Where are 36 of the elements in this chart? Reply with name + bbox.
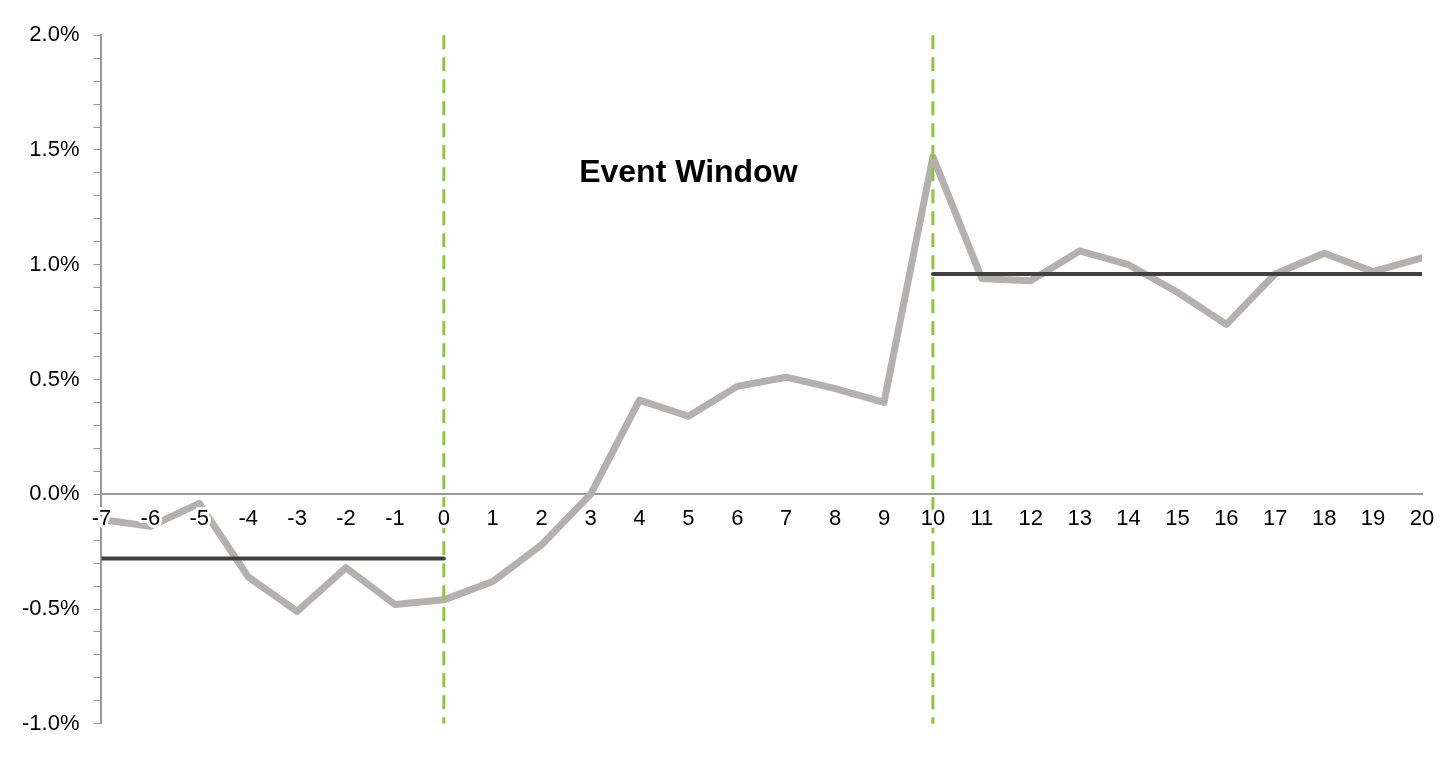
annotation: Event Window	[579, 152, 798, 189]
x-tick-label: 14	[1116, 505, 1141, 531]
x-tick-label: -7	[91, 505, 112, 531]
y-tick-label: 2.0%	[29, 21, 80, 47]
x-tick-label: 11	[970, 505, 994, 531]
x-tick-label: 16	[1214, 505, 1239, 531]
x-tick-label: 19	[1360, 505, 1386, 531]
y-tick-label: 0.0%	[29, 480, 80, 506]
x-tick-label: 6	[731, 505, 744, 531]
y-tick-label: 1.0%	[29, 250, 80, 276]
x-tick-label: 7	[780, 505, 793, 531]
x-tick-label: 15	[1165, 505, 1190, 531]
x-tick-label: 17	[1263, 505, 1288, 531]
x-tick-label: 2	[535, 505, 548, 531]
x-tick-label: 13	[1067, 505, 1092, 531]
x-tick-label: 0	[437, 505, 450, 531]
x-tick-label: 1	[486, 505, 499, 531]
y-tick-label: -1.0%	[21, 709, 80, 735]
x-tick-label: -4	[238, 505, 258, 531]
x-tick-label: 9	[877, 505, 891, 531]
x-tick-label: 10	[920, 505, 946, 531]
x-tick-label: -2	[336, 505, 356, 531]
x-tick-label: -5	[189, 505, 210, 531]
y-tick-label: -0.5%	[21, 595, 80, 621]
x-tick-label: 8	[828, 505, 842, 531]
x-tick-label: 20	[1409, 505, 1435, 531]
x-tick-label: 4	[633, 505, 646, 531]
x-tick-label: 18	[1311, 505, 1337, 531]
x-tick-label: -3	[287, 505, 307, 531]
y-tick-label: 0.5%	[29, 365, 80, 391]
x-tick-label: 5	[682, 505, 695, 531]
x-tick-label: -1	[385, 505, 405, 531]
x-tick-label: -6	[140, 505, 161, 531]
x-tick-label: 12	[1018, 505, 1043, 531]
x-tick-label: 3	[584, 505, 597, 531]
y-tick-label: 1.5%	[29, 136, 80, 162]
